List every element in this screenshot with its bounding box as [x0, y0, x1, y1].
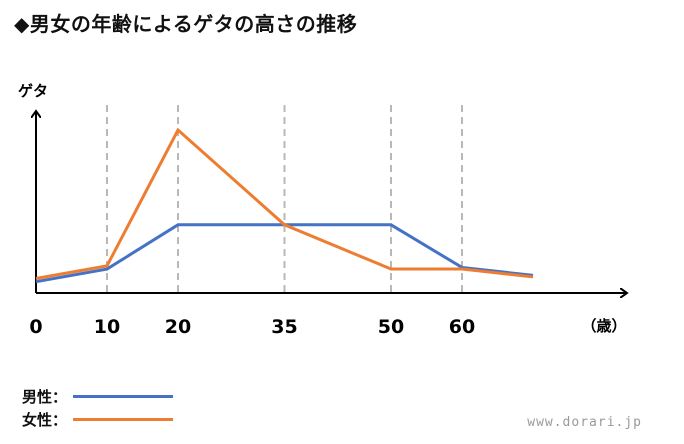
legend-item-female: 女性：: [22, 409, 174, 430]
x-tick-labels: 0 10 20 35 50 60: [29, 316, 475, 338]
x-axis-unit: （歳）: [581, 317, 626, 335]
watermark: www.dorari.jp: [527, 415, 642, 430]
y-axis-label: ゲタ: [18, 82, 48, 100]
x-tick-label-20: 20: [165, 316, 191, 338]
legend-label-female: 女性：: [22, 411, 68, 429]
chart-title: ◆男女の年齢によるゲタの高さの推移: [14, 12, 358, 36]
gridlines: [106, 105, 463, 293]
x-tick-label-35: 35: [271, 316, 297, 338]
series-line-female: [35, 127, 534, 280]
x-tick-label-0: 0: [29, 316, 42, 338]
legend-swatch-female: [73, 418, 174, 421]
x-tick-label-50: 50: [378, 316, 404, 338]
x-tick-label-10: 10: [94, 316, 120, 338]
legend-item-male: 男性：: [22, 386, 174, 407]
x-tick-label-60: 60: [449, 316, 475, 338]
legend-swatch-male: [73, 395, 174, 398]
legend-label-male: 男性：: [22, 388, 68, 406]
series-lines: [35, 127, 534, 284]
